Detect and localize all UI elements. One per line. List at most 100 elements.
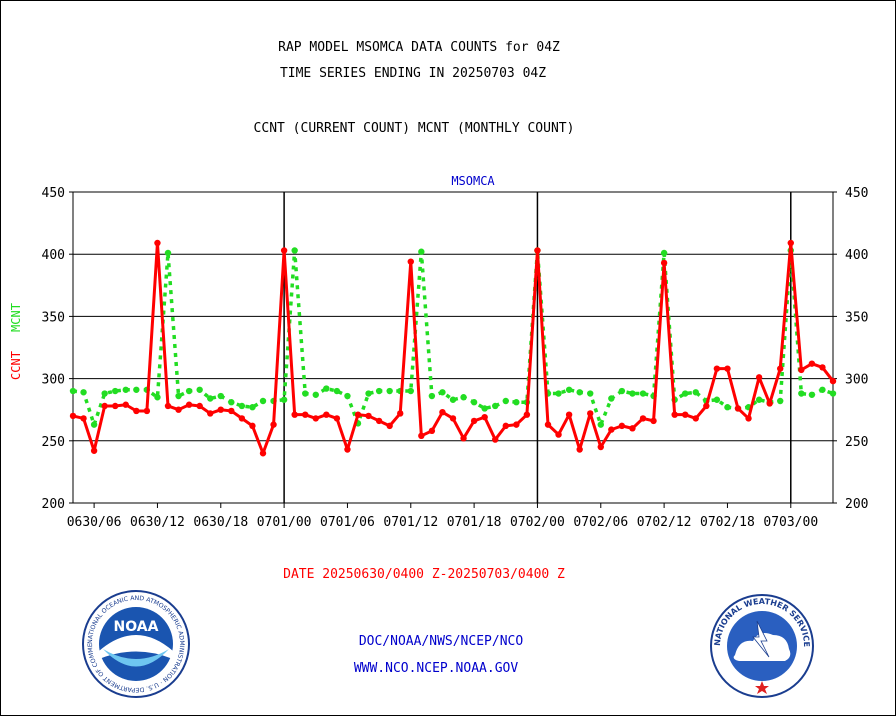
chart-subtitle: CCNT (CURRENT COUNT) MCNT (MONTHLY COUNT… bbox=[253, 121, 575, 136]
data-point-mcnt bbox=[565, 386, 573, 393]
y-tick-label-right: 350 bbox=[845, 310, 868, 325]
data-point-ccnt bbox=[460, 435, 467, 442]
data-point-ccnt bbox=[576, 446, 583, 453]
y-axis-label-group: CCNT MCNT bbox=[9, 303, 23, 380]
data-point-mcnt bbox=[228, 399, 235, 406]
data-point-ccnt bbox=[724, 365, 731, 372]
data-point-mcnt bbox=[481, 405, 488, 412]
data-point-ccnt bbox=[449, 415, 457, 422]
data-point-ccnt bbox=[154, 239, 161, 247]
data-point-ccnt bbox=[597, 443, 604, 451]
data-point-ccnt bbox=[745, 415, 752, 422]
data-point-mcnt bbox=[629, 390, 636, 397]
data-point-mcnt bbox=[207, 395, 214, 402]
data-point-ccnt bbox=[682, 411, 689, 418]
data-point-ccnt bbox=[502, 422, 509, 430]
data-point-ccnt bbox=[354, 411, 362, 418]
data-point-mcnt bbox=[639, 390, 647, 397]
data-point-mcnt bbox=[249, 404, 256, 411]
data-point-mcnt bbox=[196, 386, 203, 393]
date-range-label: DATE 20250630/0400 Z-20250703/0400 Z bbox=[283, 567, 565, 582]
data-point-ccnt bbox=[196, 402, 203, 410]
data-point-ccnt bbox=[238, 415, 246, 422]
data-point-ccnt bbox=[333, 415, 341, 422]
data-point-mcnt bbox=[365, 390, 372, 397]
data-point-ccnt bbox=[386, 422, 393, 430]
y-axis-label-ccnt: CCNT bbox=[9, 351, 23, 380]
data-point-mcnt bbox=[660, 249, 668, 257]
data-point-mcnt bbox=[164, 249, 172, 257]
data-point-mcnt bbox=[386, 387, 393, 395]
data-point-mcnt bbox=[344, 392, 351, 400]
data-point-ccnt bbox=[544, 421, 552, 428]
data-point-mcnt bbox=[555, 390, 562, 397]
data-point-ccnt bbox=[175, 406, 182, 413]
data-point-mcnt bbox=[597, 421, 604, 428]
x-tick-label: 0701/06 bbox=[320, 515, 375, 530]
data-point-mcnt bbox=[312, 391, 319, 398]
data-point-ccnt bbox=[692, 415, 699, 422]
data-point-ccnt bbox=[101, 402, 108, 410]
data-point-mcnt bbox=[323, 385, 330, 392]
x-tick-label: 0702/18 bbox=[700, 515, 755, 530]
x-tick-label: 0702/12 bbox=[637, 515, 692, 530]
data-point-ccnt bbox=[734, 405, 742, 412]
data-point-mcnt bbox=[819, 386, 826, 393]
data-point-mcnt bbox=[407, 387, 414, 395]
y-tick-label-left: 200 bbox=[42, 497, 65, 512]
data-point-ccnt bbox=[808, 360, 816, 367]
data-point-mcnt bbox=[492, 402, 499, 410]
data-point-ccnt bbox=[660, 259, 668, 267]
chart-title-line2: TIME SERIES ENDING IN 20250703 04Z bbox=[279, 66, 547, 81]
y-axis-label-mcnt: MCNT bbox=[9, 303, 23, 332]
data-point-mcnt bbox=[280, 396, 288, 403]
data-point-mcnt bbox=[808, 391, 816, 398]
data-point-mcnt bbox=[259, 397, 267, 405]
data-point-ccnt bbox=[185, 401, 193, 408]
data-point-ccnt bbox=[80, 415, 87, 422]
x-tick-label: 0630/18 bbox=[193, 515, 248, 530]
x-tick-label: 0702/00 bbox=[510, 515, 565, 530]
data-point-ccnt bbox=[133, 407, 140, 415]
data-point-ccnt bbox=[344, 446, 351, 453]
data-point-mcnt bbox=[428, 392, 436, 400]
noaa-logo-text: NOAA bbox=[114, 619, 159, 635]
noaa-logo: NOAA NATIONAL OCEANIC AND ATMOSPHERIC AD… bbox=[81, 589, 190, 698]
data-point-mcnt bbox=[302, 390, 309, 397]
data-point-mcnt bbox=[460, 394, 467, 401]
data-point-ccnt bbox=[513, 421, 520, 428]
org-line: DOC/NOAA/NWS/NCEP/NCO bbox=[358, 634, 524, 649]
data-point-ccnt bbox=[777, 365, 784, 372]
x-tick-label: 0630/06 bbox=[67, 515, 122, 530]
data-point-mcnt bbox=[692, 389, 699, 396]
data-point-ccnt bbox=[587, 410, 594, 417]
data-point-ccnt bbox=[365, 412, 372, 420]
url-line: WWW.NCO.NCEP.NOAA.GOV bbox=[353, 661, 519, 676]
x-tick-label: 0702/06 bbox=[573, 515, 628, 530]
data-point-ccnt bbox=[787, 239, 794, 247]
y-tick-label-right: 400 bbox=[845, 248, 868, 263]
data-point-mcnt bbox=[513, 399, 520, 406]
data-point-ccnt bbox=[112, 402, 119, 410]
plot-station-title: MSOMCA bbox=[451, 174, 495, 188]
data-point-mcnt bbox=[587, 390, 594, 397]
data-point-ccnt bbox=[492, 436, 499, 443]
y-tick-label-left: 350 bbox=[42, 310, 65, 325]
data-point-ccnt bbox=[280, 247, 288, 254]
data-point-mcnt bbox=[449, 396, 457, 403]
data-point-ccnt bbox=[323, 411, 330, 418]
data-point-ccnt bbox=[397, 410, 404, 417]
data-point-ccnt bbox=[407, 258, 414, 265]
data-point-ccnt bbox=[523, 411, 531, 418]
data-point-ccnt bbox=[481, 413, 488, 421]
data-point-mcnt bbox=[80, 389, 87, 396]
data-point-ccnt bbox=[819, 364, 826, 371]
data-point-ccnt bbox=[703, 402, 710, 410]
data-point-ccnt bbox=[291, 411, 298, 418]
data-point-mcnt bbox=[154, 394, 161, 401]
data-point-mcnt bbox=[576, 389, 583, 396]
data-point-ccnt bbox=[608, 426, 615, 433]
data-point-mcnt bbox=[608, 395, 615, 402]
